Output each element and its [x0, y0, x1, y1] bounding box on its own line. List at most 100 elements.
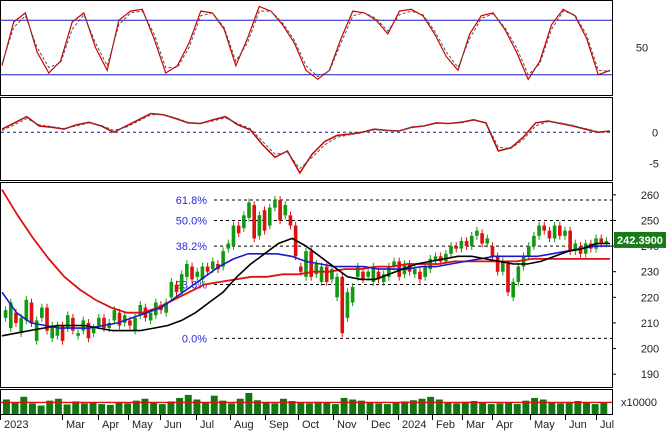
candle-body: [314, 264, 319, 275]
x-axis-label: May: [534, 419, 555, 431]
last-price-tag: [614, 231, 666, 248]
candle-body: [231, 225, 236, 247]
candle-body: [236, 225, 241, 234]
volume-bar: [366, 402, 374, 414]
x-axis-label: Nov: [337, 419, 357, 431]
volume-bar: [461, 401, 469, 414]
candle-body: [418, 271, 422, 280]
candle-body: [8, 302, 13, 329]
volume-bar: [418, 398, 426, 414]
panel-frame-momentum: [0, 97, 613, 181]
candle-body: [221, 251, 225, 267]
candle-body: [330, 269, 334, 280]
candle-body: [335, 276, 339, 298]
volume-bar: [11, 402, 19, 414]
candle-body: [288, 215, 293, 226]
candle-body: [547, 230, 552, 239]
price-ytick-label: 210: [641, 318, 659, 330]
x-axis-label: Oct: [302, 419, 319, 431]
volume-bar: [505, 402, 513, 414]
price-ytick-label: 250: [641, 215, 659, 227]
candle-body: [480, 233, 484, 244]
candle-body: [257, 215, 262, 236]
volume-bar: [210, 395, 218, 414]
x-axis-label: Mar: [466, 419, 485, 431]
candle-body: [55, 325, 60, 336]
candle-body: [138, 305, 143, 316]
candle-body: [568, 230, 572, 252]
momentum-panel: 0 -5: [1, 112, 659, 175]
price-ytick-label: 200: [641, 344, 659, 356]
candle-body: [278, 199, 282, 221]
stochastic-series-line: [1, 10, 611, 78]
volume-bar: [557, 403, 564, 414]
candle-body: [50, 325, 55, 339]
volume-bar: [435, 399, 443, 414]
volume-bar: [409, 400, 417, 414]
volume-bar: [331, 404, 339, 414]
volume-bar: [479, 402, 487, 414]
volume-bar: [574, 401, 582, 414]
candle-body: [185, 264, 189, 277]
candle-body: [169, 281, 174, 298]
x-axis-label: Apr: [496, 419, 513, 431]
x-axis-label: Jun: [164, 419, 182, 431]
volume-bar: [228, 403, 236, 414]
candle-body: [86, 322, 91, 339]
candle-body: [433, 256, 438, 262]
fibonacci-level-label: 38.2%: [176, 241, 207, 253]
x-axis-label: 2023: [4, 419, 28, 431]
candle-body: [319, 266, 324, 282]
volume-bar: [522, 400, 530, 414]
volume-bar: [444, 402, 452, 414]
volume-unit-label: x10000: [621, 397, 657, 409]
volume-bar: [72, 401, 80, 414]
candle-body: [179, 274, 184, 293]
volume-bar: [150, 402, 158, 414]
volume-bar: [3, 399, 10, 414]
volume-bar: [531, 397, 539, 414]
volume-bar: [539, 399, 547, 414]
candle-body: [29, 302, 34, 323]
candle-body: [174, 284, 179, 293]
candle-body: [366, 271, 370, 277]
volume-bar: [349, 399, 357, 414]
candle-body: [355, 266, 360, 277]
candle-body: [112, 310, 117, 321]
volume-bar: [20, 396, 28, 414]
candle-body: [102, 317, 106, 329]
volume-bar: [513, 404, 521, 414]
volume-bar: [193, 399, 201, 414]
last-price-tag-label: 242.3900: [617, 235, 663, 247]
candle-body: [242, 215, 246, 229]
candle-body: [490, 246, 495, 257]
candle-body: [107, 322, 111, 329]
price-ytick-label: 260: [641, 190, 659, 202]
candle-body: [454, 246, 459, 249]
candle-body: [371, 266, 376, 282]
candle-body: [475, 230, 479, 236]
stochastic-ytick-label: 50: [636, 43, 648, 55]
candle-body: [19, 317, 23, 334]
candle-body: [361, 271, 365, 280]
volume-bar: [470, 401, 478, 414]
volume-bar: [132, 400, 140, 414]
volume-bar: [124, 403, 132, 414]
x-axis-label: Jul: [600, 419, 614, 431]
candle-body: [283, 205, 288, 216]
x-axis-label: Sep: [269, 419, 289, 431]
fibonacci-level-label: 0.0%: [182, 333, 207, 345]
price-ytick-label: 230: [641, 267, 659, 279]
candle-body: [190, 266, 194, 280]
candle-body: [273, 199, 277, 208]
candle-body: [117, 312, 122, 326]
volume-bar: [37, 405, 45, 414]
volume-bar: [427, 396, 435, 414]
volume-bar: [548, 402, 556, 414]
moving-average-black-line: [1, 237, 610, 337]
candle-body: [444, 253, 448, 262]
volume-bar: [141, 398, 149, 414]
candle-body: [304, 251, 308, 277]
volume-bar: [54, 398, 62, 414]
